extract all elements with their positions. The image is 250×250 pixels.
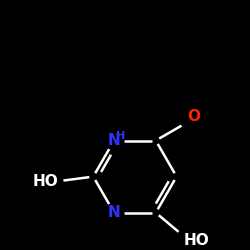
Text: HO: HO: [184, 234, 210, 248]
Text: H: H: [116, 130, 126, 140]
Text: O: O: [187, 109, 200, 124]
Text: N: N: [108, 133, 120, 148]
Text: N: N: [108, 205, 120, 220]
Text: HO: HO: [33, 174, 58, 189]
